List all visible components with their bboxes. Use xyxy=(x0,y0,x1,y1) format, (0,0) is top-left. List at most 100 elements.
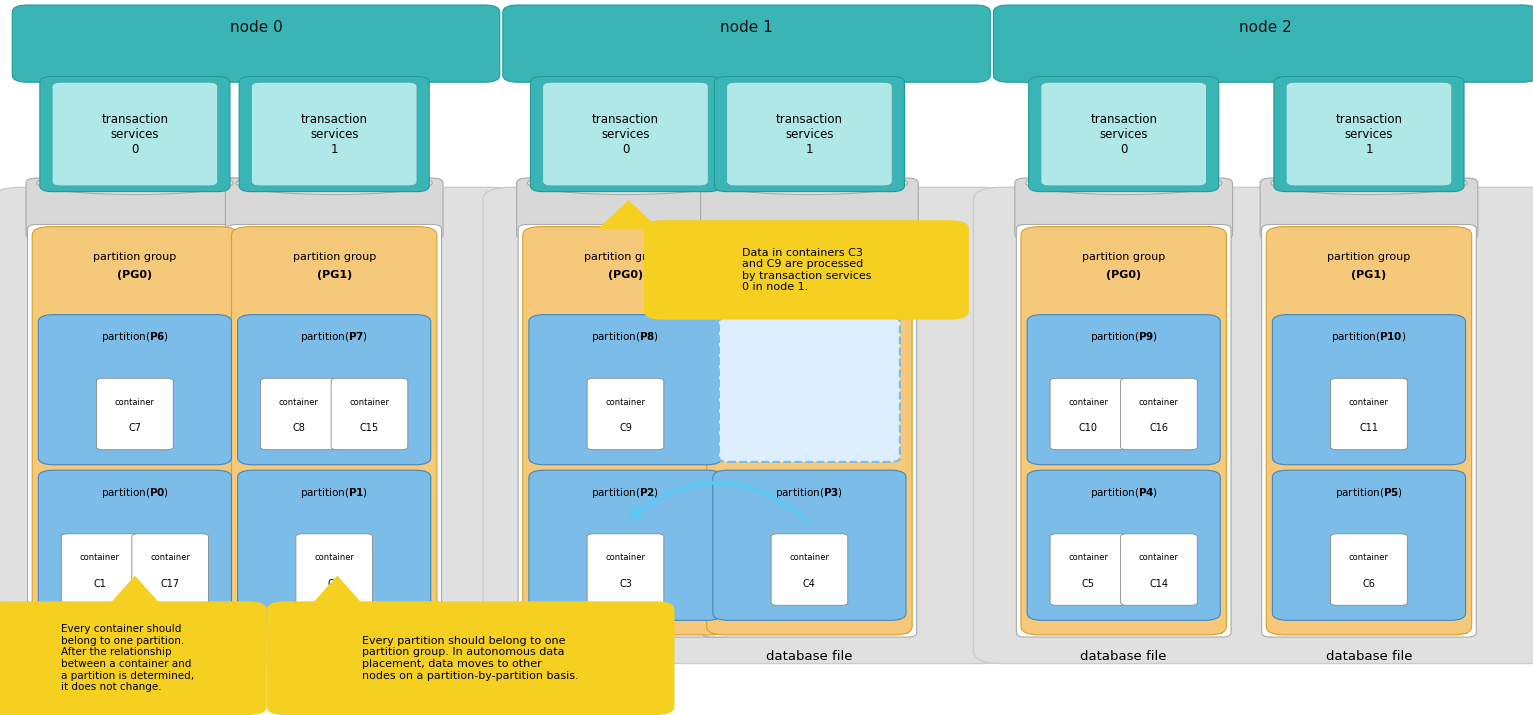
Text: (PG0): (PG0) xyxy=(609,270,642,280)
Text: Data in containers C3
and C9 are processed
by transaction services
0 in node 1.: Data in containers C3 and C9 are process… xyxy=(742,247,871,292)
FancyBboxPatch shape xyxy=(231,227,437,635)
FancyBboxPatch shape xyxy=(38,315,231,465)
FancyBboxPatch shape xyxy=(267,601,675,715)
FancyBboxPatch shape xyxy=(771,534,848,606)
Polygon shape xyxy=(598,200,659,229)
FancyBboxPatch shape xyxy=(714,77,904,192)
FancyBboxPatch shape xyxy=(1286,82,1452,186)
Polygon shape xyxy=(1439,620,1467,633)
Text: transaction
services
0: transaction services 0 xyxy=(101,112,169,156)
Text: partition($\mathbf{P2}$): partition($\mathbf{P2}$) xyxy=(592,486,659,500)
Text: database file: database file xyxy=(583,650,668,663)
Text: partition group: partition group xyxy=(94,252,176,262)
FancyBboxPatch shape xyxy=(517,178,734,240)
Ellipse shape xyxy=(711,172,908,194)
FancyBboxPatch shape xyxy=(1027,315,1220,465)
Text: partition($\mathbf{P9}$): partition($\mathbf{P9}$) xyxy=(1090,330,1157,345)
Text: partition($\mathbf{P8}$): partition($\mathbf{P8}$) xyxy=(592,330,659,345)
FancyBboxPatch shape xyxy=(238,470,431,621)
Polygon shape xyxy=(307,576,368,610)
FancyBboxPatch shape xyxy=(1029,77,1219,192)
FancyBboxPatch shape xyxy=(225,178,443,240)
FancyBboxPatch shape xyxy=(296,534,373,606)
Text: C16: C16 xyxy=(1150,423,1168,433)
Text: partition($\mathbf{P1}$): partition($\mathbf{P1}$) xyxy=(300,486,368,500)
Polygon shape xyxy=(205,620,233,633)
Text: node 1: node 1 xyxy=(721,21,773,35)
Text: database file: database file xyxy=(291,650,377,663)
Text: database file: database file xyxy=(1326,650,1412,663)
FancyBboxPatch shape xyxy=(1027,470,1220,621)
Ellipse shape xyxy=(1038,176,1210,190)
Text: partition group: partition group xyxy=(584,252,667,262)
Text: transaction
services
0: transaction services 0 xyxy=(1090,112,1157,156)
FancyBboxPatch shape xyxy=(1331,378,1407,450)
FancyBboxPatch shape xyxy=(713,470,906,621)
FancyBboxPatch shape xyxy=(238,315,431,465)
FancyBboxPatch shape xyxy=(28,225,242,637)
Text: (PG1): (PG1) xyxy=(793,270,826,280)
Text: C6: C6 xyxy=(1363,579,1375,589)
Text: container: container xyxy=(1069,553,1108,562)
Ellipse shape xyxy=(37,172,233,194)
Text: C5: C5 xyxy=(1082,579,1095,589)
Text: partition group: partition group xyxy=(768,252,851,262)
Text: container: container xyxy=(1139,398,1179,407)
Text: partition($\mathbf{P4}$): partition($\mathbf{P4}$) xyxy=(1090,486,1157,500)
FancyBboxPatch shape xyxy=(1021,227,1226,635)
FancyBboxPatch shape xyxy=(1262,225,1476,637)
Text: C14: C14 xyxy=(1150,579,1168,589)
FancyBboxPatch shape xyxy=(40,77,230,192)
FancyBboxPatch shape xyxy=(97,378,173,450)
FancyBboxPatch shape xyxy=(518,225,733,637)
FancyBboxPatch shape xyxy=(503,5,990,82)
Text: C7: C7 xyxy=(129,423,141,433)
FancyBboxPatch shape xyxy=(26,178,244,240)
Text: container: container xyxy=(606,553,645,562)
FancyBboxPatch shape xyxy=(530,77,721,192)
Text: Every partition should belong to one
partition group. In autonomous data
placeme: Every partition should belong to one par… xyxy=(362,636,579,681)
Text: C15: C15 xyxy=(360,423,379,433)
FancyBboxPatch shape xyxy=(973,187,1533,664)
Text: partition($\mathbf{P6}$): partition($\mathbf{P6}$) xyxy=(101,330,169,345)
Ellipse shape xyxy=(1026,172,1222,194)
Text: container: container xyxy=(150,553,190,562)
Text: transaction
services
0: transaction services 0 xyxy=(592,112,659,156)
Text: container: container xyxy=(279,398,319,407)
FancyBboxPatch shape xyxy=(702,225,917,637)
Text: partition($\mathbf{P0}$): partition($\mathbf{P0}$) xyxy=(101,486,169,500)
Polygon shape xyxy=(696,620,724,633)
FancyBboxPatch shape xyxy=(707,227,912,635)
FancyBboxPatch shape xyxy=(1050,534,1127,606)
FancyBboxPatch shape xyxy=(529,470,722,621)
Text: partition group: partition group xyxy=(293,252,376,262)
Text: container: container xyxy=(80,553,120,562)
FancyBboxPatch shape xyxy=(1121,534,1197,606)
FancyBboxPatch shape xyxy=(12,5,500,82)
Text: database file: database file xyxy=(92,650,178,663)
Text: C8: C8 xyxy=(293,423,305,433)
FancyArrowPatch shape xyxy=(632,483,808,521)
Polygon shape xyxy=(1194,620,1222,633)
FancyBboxPatch shape xyxy=(1041,82,1206,186)
Ellipse shape xyxy=(540,176,711,190)
FancyBboxPatch shape xyxy=(227,225,442,637)
FancyBboxPatch shape xyxy=(644,220,969,320)
Text: C2: C2 xyxy=(328,579,340,589)
FancyBboxPatch shape xyxy=(543,82,708,186)
FancyBboxPatch shape xyxy=(523,227,728,635)
Text: Every container should
belong to one partition.
After the relationship
between a: Every container should belong to one par… xyxy=(61,624,193,692)
Text: C3: C3 xyxy=(619,579,632,589)
Text: C10: C10 xyxy=(1079,423,1098,433)
Text: container: container xyxy=(1349,553,1389,562)
FancyBboxPatch shape xyxy=(993,5,1533,82)
Text: transaction
services
1: transaction services 1 xyxy=(1335,112,1403,156)
FancyBboxPatch shape xyxy=(1272,315,1466,465)
FancyBboxPatch shape xyxy=(38,470,231,621)
Polygon shape xyxy=(104,576,166,610)
Text: (PG0): (PG0) xyxy=(1107,270,1141,280)
Text: container: container xyxy=(606,398,645,407)
FancyBboxPatch shape xyxy=(251,82,417,186)
Text: container: container xyxy=(1349,398,1389,407)
Ellipse shape xyxy=(527,172,724,194)
